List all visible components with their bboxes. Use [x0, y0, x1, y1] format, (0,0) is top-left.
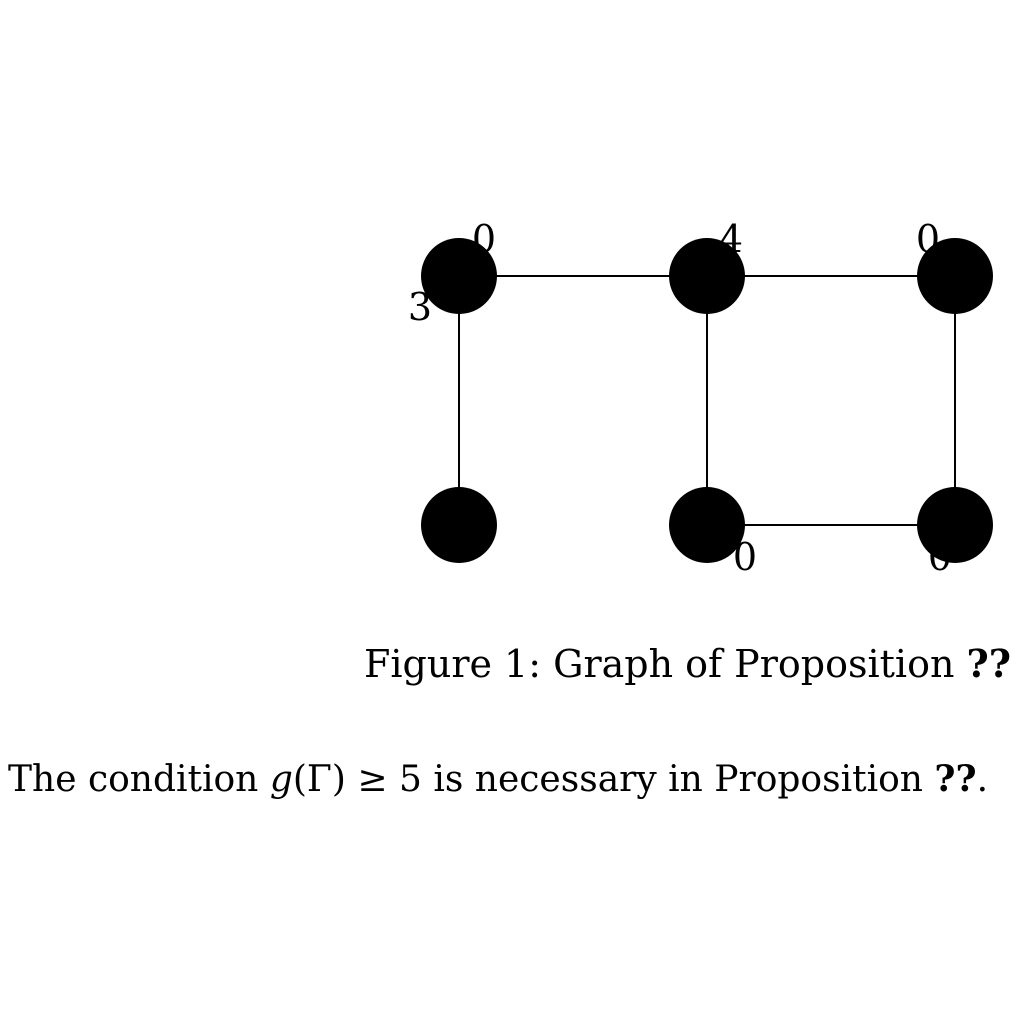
vertex-label-v6: 0: [928, 535, 952, 579]
graph-vertex-v2: [669, 238, 745, 314]
math-close-paren: ): [331, 759, 346, 800]
sentence-middle: is necessary in Proposition: [421, 759, 935, 800]
figure-caption: Figure 1: Graph of Proposition ??: [364, 640, 1011, 688]
graph-diagram: 034 00 0: [408, 217, 993, 579]
vertex-label-v5: 0: [733, 535, 757, 579]
vertex-label-v1-secondary: 3: [408, 285, 432, 329]
edges: [458, 275, 956, 526]
sentence-reference: ??: [934, 758, 977, 800]
vertex-label-v1: 0: [472, 217, 496, 261]
math-g: g: [269, 759, 293, 800]
caption-text: Figure 1: Graph of Proposition: [364, 642, 967, 686]
vertex-label-v2: 4: [719, 217, 743, 261]
math-gamma: Γ: [306, 759, 332, 800]
math-open-paren: (: [292, 759, 307, 800]
graph-vertex-v1: [421, 238, 497, 314]
sentence-end: .: [976, 759, 989, 800]
math-expression: g(Γ) ≥ 5: [270, 759, 422, 800]
caption-reference: ??: [966, 641, 1012, 686]
graph-vertex-v6: [917, 487, 993, 563]
vertex-label-v3: 0: [916, 217, 940, 261]
vertices: [421, 238, 993, 563]
math-geq: ≥ 5: [345, 759, 422, 800]
body-paragraph: The condition g(Γ) ≥ 5 is necessary in P…: [8, 756, 988, 803]
graph-vertex-v3: [917, 238, 993, 314]
sentence-start: The condition: [8, 759, 270, 800]
graph-vertex-v5: [669, 487, 745, 563]
vertex-labels: 034 00 0: [408, 217, 952, 579]
graph-vertex-v4: [421, 487, 497, 563]
